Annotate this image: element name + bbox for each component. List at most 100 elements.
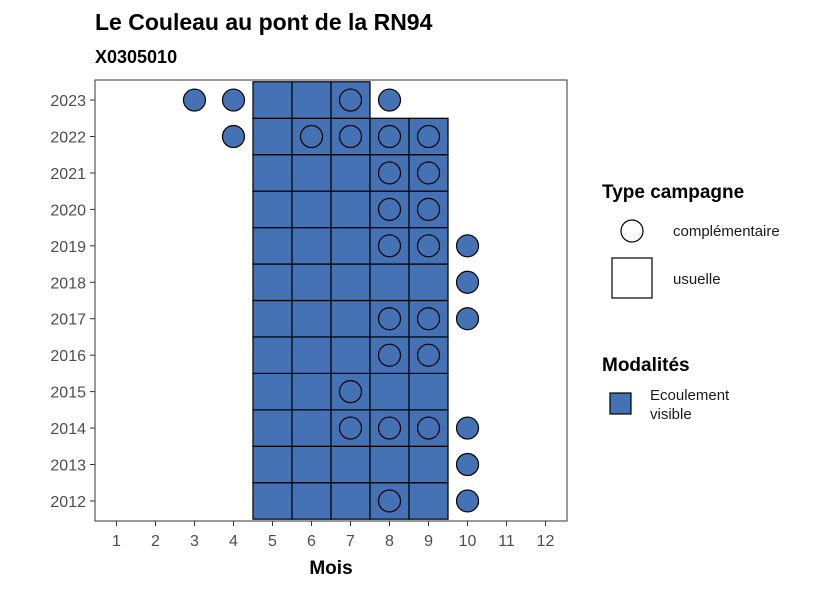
x-tick-label-6: 6 xyxy=(307,533,316,550)
point-2017-10 xyxy=(455,307,480,331)
legend: Type campagne complémentaire usuelle Mod… xyxy=(602,182,780,423)
point-2023-8 xyxy=(377,88,402,112)
tile-2019-5 xyxy=(252,227,293,265)
tile-2019-8 xyxy=(369,227,410,265)
y-tick-label-2017: 2017 xyxy=(50,312,86,329)
tile-2013-8 xyxy=(369,445,410,484)
tile-2016-8 xyxy=(369,336,410,374)
tile-2022-6 xyxy=(291,117,332,156)
tile-2012-6 xyxy=(291,482,332,520)
tile-2022-8 xyxy=(369,117,410,156)
point-2023-4 xyxy=(221,88,246,112)
legend-ecoulement-label: Ecoulement visible xyxy=(650,387,730,423)
point-2018-10 xyxy=(455,270,480,294)
x-tick-label-7: 7 xyxy=(346,533,355,550)
point-2014-9 xyxy=(416,416,441,440)
tile-2014-6 xyxy=(291,409,332,447)
tile-2016-7 xyxy=(330,336,371,374)
y-tick-label-2013: 2013 xyxy=(50,458,86,475)
tile-2020-8 xyxy=(369,190,410,229)
tile-2012-9 xyxy=(408,482,449,520)
tile-2017-9 xyxy=(408,299,449,338)
tile-2018-5 xyxy=(252,263,293,302)
tile-2015-6 xyxy=(291,372,332,411)
tile-2012-8 xyxy=(369,482,410,520)
tile-2018-6 xyxy=(291,263,332,302)
tile-2017-7 xyxy=(330,299,371,338)
complementaire-points xyxy=(182,88,480,513)
point-2012-10 xyxy=(455,489,480,513)
tile-2018-9 xyxy=(408,263,449,302)
y-axis: 2012 2013 2014 2015 2016 2017 2018 2019 2020 2021… xyxy=(50,93,95,511)
tile-2016-5 xyxy=(252,336,293,374)
legend-complementaire-label: complémentaire xyxy=(673,223,780,240)
point-2012-8 xyxy=(377,489,402,513)
plot-border xyxy=(94,79,568,522)
tile-2016-9 xyxy=(408,336,449,374)
tile-2018-7 xyxy=(330,263,371,302)
point-2019-9 xyxy=(416,234,441,258)
tile-2018-8 xyxy=(369,263,410,302)
tile-2013-5 xyxy=(252,445,293,484)
point-2022-7 xyxy=(338,124,363,149)
x-tick-label-10: 10 xyxy=(459,533,477,550)
tile-2020-6 xyxy=(291,190,332,229)
x-tick-label-8: 8 xyxy=(385,533,394,550)
tile-2017-6 xyxy=(291,299,332,338)
tile-2012-5 xyxy=(252,482,293,520)
x-tick-label-2: 2 xyxy=(151,533,160,550)
tile-2019-7 xyxy=(330,227,371,265)
x-tick-label-3: 3 xyxy=(190,533,199,550)
tile-2015-8 xyxy=(369,372,410,411)
usuelle-tiles xyxy=(252,81,449,520)
point-2014-10 xyxy=(455,416,480,440)
y-tick-label-2020: 2020 xyxy=(50,202,86,219)
tile-2014-8 xyxy=(369,409,410,447)
y-tick-label-2012: 2012 xyxy=(50,494,86,511)
x-axis-title: Mois xyxy=(309,558,352,579)
tile-2017-5 xyxy=(252,299,293,338)
tile-2023-7 xyxy=(330,81,371,119)
point-2020-9 xyxy=(416,197,441,221)
y-tick-label-2022: 2022 xyxy=(50,129,86,146)
y-tick-label-2019: 2019 xyxy=(50,239,86,256)
tile-2013-6 xyxy=(291,445,332,484)
point-2019-8 xyxy=(377,234,402,258)
tile-2016-6 xyxy=(291,336,332,374)
legend-complementaire-key xyxy=(620,219,644,243)
x-axis: 1 2 3 4 5 6 7 8 9 10 11 12 xyxy=(112,521,555,550)
x-tick-label-1: 1 xyxy=(112,533,121,550)
tile-2012-7 xyxy=(330,482,371,520)
x-tick-label-9: 9 xyxy=(424,533,433,550)
chart-subtitle: X0305010 xyxy=(95,47,177,67)
legend-usuelle-key xyxy=(611,257,653,299)
tile-2015-5 xyxy=(252,372,293,411)
point-2016-8 xyxy=(377,343,402,367)
point-2017-9 xyxy=(416,307,441,331)
tile-2021-7 xyxy=(330,154,371,192)
tile-2022-7 xyxy=(330,117,371,156)
point-2016-9 xyxy=(416,343,441,367)
tile-2013-7 xyxy=(330,445,371,484)
point-2022-8 xyxy=(377,124,402,149)
y-tick-label-2015: 2015 xyxy=(50,385,86,402)
point-2019-10 xyxy=(455,234,480,258)
point-2022-9 xyxy=(416,124,441,149)
point-2023-7 xyxy=(338,88,363,112)
point-2014-7 xyxy=(338,416,363,440)
y-tick-label-2018: 2018 xyxy=(50,275,86,292)
legend-ecoulement-label-line: visible xyxy=(650,406,692,423)
tile-2014-7 xyxy=(330,409,371,447)
legend-ecoulement-label-line: Ecoulement xyxy=(650,387,730,404)
point-2017-8 xyxy=(377,307,402,331)
y-tick-label-2014: 2014 xyxy=(50,421,86,438)
y-tick-label-2023: 2023 xyxy=(50,93,86,110)
tile-2013-9 xyxy=(408,445,449,484)
tile-2019-9 xyxy=(408,227,449,265)
tile-2017-8 xyxy=(369,299,410,338)
tile-2020-9 xyxy=(408,190,449,229)
y-tick-label-2016: 2016 xyxy=(50,348,86,365)
tile-2014-9 xyxy=(408,409,449,447)
x-tick-label-12: 12 xyxy=(537,533,555,550)
